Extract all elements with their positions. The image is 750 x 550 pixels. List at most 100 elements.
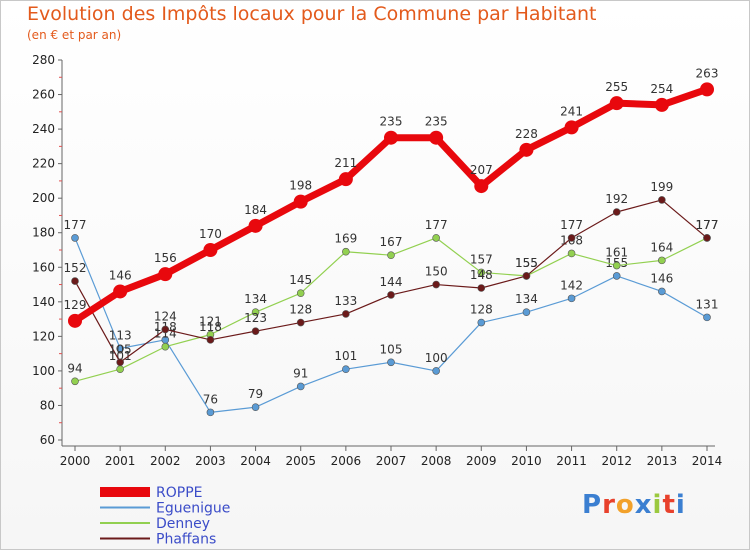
- x-tick-label: 2010: [511, 454, 542, 468]
- data-label-phaffans: 133: [334, 294, 357, 308]
- x-tick-label: 2003: [195, 454, 226, 468]
- data-point-eguenigue: [658, 287, 666, 296]
- series-roppe: 129 146 156 170 184 198 211 235 235 207 228 241 255 2…: [64, 66, 718, 328]
- data-point-roppe: [700, 82, 714, 97]
- data-label-eguenigue: 101: [334, 349, 357, 363]
- data-label-denney: 157: [470, 252, 493, 266]
- data-label-eguenigue: 128: [470, 303, 493, 317]
- data-label-eguenigue: 76: [203, 392, 218, 406]
- chart-title: Evolution des Impôts locaux pour la Comm…: [27, 3, 597, 25]
- data-label-phaffans: 155: [515, 256, 538, 270]
- y-tick-label: 60: [40, 433, 55, 447]
- logo-letter: P: [582, 490, 603, 520]
- data-point-roppe: [338, 172, 353, 187]
- data-label-eguenigue: 131: [696, 297, 719, 311]
- data-point-roppe: [519, 142, 534, 157]
- data-label-eguenigue: 113: [109, 328, 132, 342]
- data-label-denney: 94: [67, 361, 82, 375]
- data-point-eguenigue: [703, 313, 711, 322]
- data-point-phaffans: [658, 196, 666, 204]
- data-label-denney: 167: [380, 235, 403, 249]
- data-label-roppe: 211: [334, 156, 357, 170]
- series-eguenigue: 177 113 118 76 79 91 101 105 100 128 134 142 155 146 1…: [64, 218, 719, 417]
- data-point-denney: [477, 268, 486, 277]
- data-point-eguenigue: [251, 403, 260, 411]
- data-label-denney: 164: [650, 240, 673, 254]
- x-tick-label: 2004: [240, 454, 271, 468]
- x-tick-label: 2012: [601, 454, 632, 468]
- x-tick-label: 2009: [466, 454, 497, 468]
- data-point-eguenigue: [71, 234, 79, 242]
- data-label-phaffans: 152: [64, 261, 87, 275]
- data-label-eguenigue: 91: [293, 366, 308, 380]
- y-tick-label: 280: [32, 53, 55, 67]
- data-label-roppe: 228: [515, 127, 538, 141]
- data-point-roppe: [474, 179, 489, 194]
- legend-label-eguenigue: Eguenigue: [156, 501, 230, 517]
- logo-letter: t: [662, 490, 676, 520]
- data-point-denney: [116, 365, 124, 373]
- data-label-denney: 177: [425, 218, 448, 232]
- legend-label-roppe: ROPPE: [156, 485, 202, 501]
- x-tick-label: 2014: [692, 454, 723, 468]
- data-point-roppe: [293, 194, 308, 209]
- data-point-phaffans: [522, 272, 531, 280]
- x-tick-label: 2011: [556, 454, 587, 468]
- y-tick-label: 140: [32, 295, 55, 309]
- data-label-roppe: 129: [64, 298, 87, 312]
- data-point-phaffans: [612, 208, 621, 216]
- data-label-eguenigue: 134: [515, 292, 538, 306]
- data-label-roppe: 241: [560, 104, 583, 118]
- data-point-roppe: [564, 120, 579, 135]
- data-label-phaffans: 118: [199, 320, 222, 334]
- data-label-roppe: 156: [154, 251, 177, 265]
- data-point-phaffans: [703, 234, 711, 242]
- logo-letter: o: [615, 490, 635, 520]
- data-label-denney: 161: [605, 246, 628, 260]
- data-label-phaffans: 128: [289, 303, 312, 317]
- series-phaffans: 152 105 124 118 123 128 133 144 150 148 155 177 192 1…: [64, 180, 719, 367]
- data-label-phaffans: 177: [696, 218, 719, 232]
- data-point-eguenigue: [522, 308, 531, 316]
- data-point-phaffans: [342, 310, 350, 318]
- data-label-denney: 134: [244, 292, 267, 306]
- data-point-roppe: [609, 96, 624, 111]
- data-label-eguenigue: 79: [248, 387, 263, 401]
- y-tick-label: 80: [40, 398, 55, 412]
- data-label-roppe: 207: [470, 163, 493, 177]
- data-label-eguenigue: 146: [650, 271, 673, 285]
- series-denney: 9410111412113414516916717715715516816116…: [67, 218, 719, 386]
- x-tick-label: 2001: [105, 454, 136, 468]
- x-tick-label: 2007: [376, 454, 407, 468]
- data-label-phaffans: 150: [425, 265, 448, 279]
- y-tick-label: 200: [32, 191, 55, 205]
- data-point-denney: [71, 377, 79, 386]
- data-label-phaffans: 144: [380, 275, 403, 289]
- data-point-eguenigue: [432, 367, 440, 375]
- data-point-roppe: [203, 243, 218, 257]
- x-tick-label: 2008: [421, 454, 452, 468]
- data-point-phaffans: [387, 291, 395, 299]
- logo-letter: x: [634, 490, 653, 520]
- data-point-phaffans: [477, 284, 486, 292]
- y-tick-label: 160: [32, 260, 55, 274]
- data-point-denney: [251, 308, 260, 316]
- data-point-roppe: [68, 313, 82, 328]
- data-label-phaffans: 148: [470, 268, 493, 282]
- data-label-roppe: 198: [289, 179, 312, 193]
- data-label-eguenigue: 177: [64, 218, 87, 232]
- y-tick-label: 180: [32, 226, 55, 240]
- data-point-denney: [161, 342, 170, 351]
- data-point-roppe: [158, 267, 173, 282]
- chart-subtitle: (en € et par an): [27, 28, 122, 42]
- data-point-denney: [567, 249, 576, 258]
- data-label-denney: 177: [696, 218, 719, 232]
- data-point-denney: [612, 261, 621, 270]
- proxiti-logo: Proxiti: [582, 490, 686, 520]
- x-tick-label: 2006: [331, 454, 362, 468]
- data-label-roppe: 254: [650, 82, 673, 96]
- y-tick-label: 120: [32, 329, 55, 343]
- data-point-phaffans: [432, 280, 440, 289]
- y-tick-label: 260: [32, 88, 55, 102]
- data-point-phaffans: [251, 327, 260, 335]
